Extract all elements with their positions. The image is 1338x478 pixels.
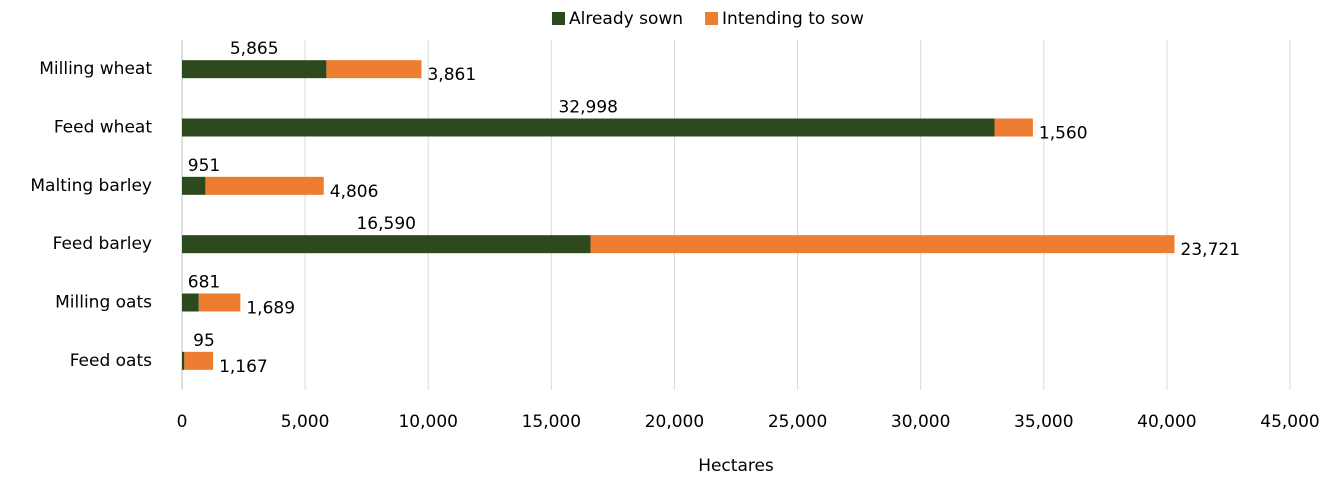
bar-segment xyxy=(182,60,327,79)
data-label: 4,806 xyxy=(330,182,379,202)
legend-label: Already sown xyxy=(569,9,683,29)
data-label: 1,689 xyxy=(246,299,295,319)
y-tick-label: Milling oats xyxy=(55,293,152,313)
data-label: 23,721 xyxy=(1181,240,1240,260)
x-tick-label: 0 xyxy=(177,412,188,432)
x-tick-label: 40,000 xyxy=(1137,412,1196,432)
bar-segment xyxy=(994,118,1033,137)
x-tick-label: 30,000 xyxy=(891,412,950,432)
bar-segment xyxy=(205,176,324,195)
x-tick-label: 5,000 xyxy=(281,412,330,432)
data-label: 95 xyxy=(193,331,215,351)
data-label: 681 xyxy=(188,273,220,293)
legend-swatch xyxy=(705,12,719,25)
data-label: 16,590 xyxy=(356,214,415,234)
legend-label: Intending to sow xyxy=(722,9,864,29)
data-label: 3,861 xyxy=(427,65,476,85)
y-tick-label: Milling wheat xyxy=(39,59,152,79)
x-tick-label: 20,000 xyxy=(645,412,704,432)
bar-segment xyxy=(184,351,214,370)
data-label: 32,998 xyxy=(558,98,617,118)
bar-segment xyxy=(182,118,995,137)
x-tick-label: 10,000 xyxy=(398,412,457,432)
x-axis-title: Hectares xyxy=(698,456,774,476)
y-tick-label: Feed barley xyxy=(53,234,152,254)
legend-swatch xyxy=(552,12,565,25)
bar-segment xyxy=(590,235,1175,254)
data-label: 1,167 xyxy=(219,357,268,377)
y-tick-label: Feed wheat xyxy=(54,118,153,138)
x-tick-label: 15,000 xyxy=(522,412,581,432)
y-tick-label: Feed oats xyxy=(70,351,152,371)
x-tick-label: 35,000 xyxy=(1014,412,1073,432)
data-label: 951 xyxy=(188,156,220,176)
bar-segment xyxy=(182,351,185,370)
data-label: 5,865 xyxy=(230,39,279,59)
bar-segment xyxy=(182,235,591,254)
x-tick-label: 45,000 xyxy=(1260,412,1319,432)
bar-segment xyxy=(182,176,206,195)
bar-segment xyxy=(198,293,241,312)
y-tick-label: Malting barley xyxy=(30,176,152,196)
data-label: 1,560 xyxy=(1039,124,1088,144)
bar-segment xyxy=(326,60,422,79)
bar-segment xyxy=(182,293,199,312)
x-tick-label: 25,000 xyxy=(768,412,827,432)
